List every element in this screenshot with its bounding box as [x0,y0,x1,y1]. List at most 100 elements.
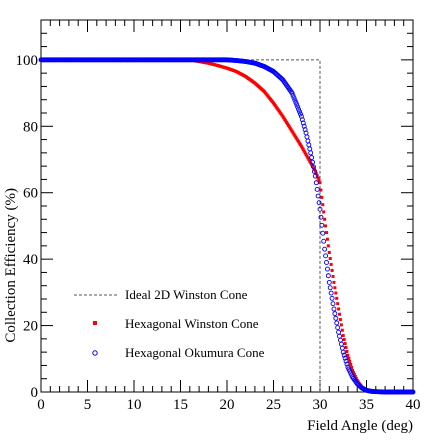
winston-point [300,146,304,150]
x-tick-label: 25 [266,397,281,413]
winston-point [316,176,320,180]
y-tick-label: 0 [31,385,39,401]
winston-point [323,217,327,221]
y-tick-label: 80 [23,119,38,135]
okumura-point [289,90,295,96]
okumura-point [302,127,308,133]
x-tick-label: 20 [220,397,235,413]
winston-point [325,237,329,241]
winston-point [337,307,341,311]
winston-point [331,274,335,278]
winston-point [310,162,314,166]
okumura-point [309,155,315,160]
okumura-point [326,279,332,285]
winston-point [306,156,310,160]
winston-point [307,158,311,161]
okumura-point [320,230,326,236]
okumura-point [339,345,345,351]
okumura-point [341,352,347,358]
y-tick-label: 20 [23,319,38,335]
x-axis-title: Field Angle (deg) [307,418,413,434]
winston-point [338,318,342,322]
winston-point [351,368,355,372]
winston-point [339,323,343,327]
okumura-point [319,222,325,228]
okumura-point [330,301,336,307]
okumura-point [332,311,338,317]
legend-blue-circle-swatch [92,350,98,356]
okumura-point [325,273,331,279]
okumura-point [315,193,321,199]
okumura-point [324,266,330,272]
okumura-point [310,159,316,165]
winston-point [317,178,321,182]
okumura-point [296,106,302,112]
winston-point [302,149,306,153]
okumura-point [298,113,304,119]
winston-point [348,359,352,363]
okumura-point [301,123,307,129]
okumura-point [299,117,305,123]
okumura-point [298,111,303,117]
okumura-point [324,260,329,265]
x-tick-label: 10 [127,397,142,413]
winston-point [350,365,354,369]
winston-point [353,374,357,378]
okumura-point [338,337,343,343]
winston-point [346,353,350,357]
okumura-point [308,150,314,156]
x-tick-label: 15 [173,397,188,413]
winston-point [343,342,347,346]
okumura-point [311,169,317,174]
winston-point [305,154,309,158]
okumura-point [344,361,350,367]
winston-point [351,370,355,374]
winston-point [308,159,312,163]
winston-point [299,144,303,148]
okumura-point [340,349,346,355]
winston-point [340,328,344,332]
okumura-point [313,180,319,186]
okumura-point [322,246,328,252]
winston-point [352,372,356,376]
okumura-point [297,109,302,115]
winston-point [326,244,330,248]
okumura-point [323,253,329,259]
winston-point [320,195,324,199]
winston-point [327,251,331,254]
winston-point [341,334,345,338]
okumura-point [333,315,339,321]
legend-entry-label: Hexagonal Okumura Cone [125,345,265,360]
winston-point [333,286,337,290]
okumura-point [328,290,334,296]
okumura-point [294,102,300,108]
winston-point [338,312,342,316]
winston-point [342,338,346,342]
y-tick-label: 100 [16,53,39,69]
okumura-point [343,358,349,364]
okumura-point [307,146,313,152]
okumura-point [311,164,316,170]
okumura-point [327,285,333,291]
winston-point [321,203,325,207]
okumura-point [292,97,298,103]
okumura-point [338,341,344,347]
x-tick-label: 40 [406,397,421,413]
winston-point [325,231,329,235]
x-tick-label: 30 [313,397,328,413]
winston-point [313,169,317,173]
legend-red-square-swatch [93,321,97,325]
winston-point [311,166,315,170]
okumura-point [312,173,318,179]
okumura-point [291,95,297,101]
okumura-cone-series [38,57,416,395]
okumura-point [318,214,324,220]
winston-point [322,210,326,214]
okumura-point [317,206,323,212]
okumura-point [306,142,312,148]
winston-point [347,356,351,360]
okumura-point [329,295,335,301]
okumura-point [337,333,342,339]
legend-entry-label: Hexagonal Winston Cone [125,316,259,331]
